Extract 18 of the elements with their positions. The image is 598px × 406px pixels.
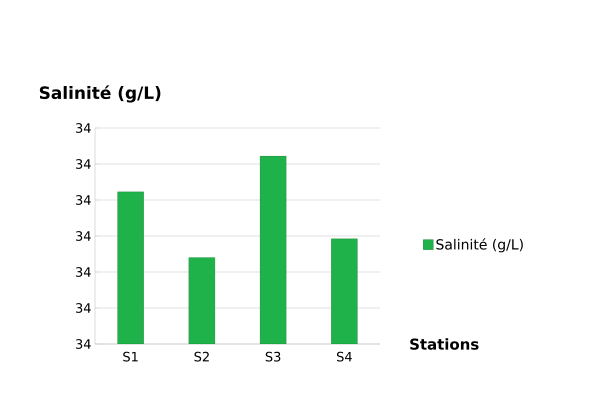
text: 34 <box>76 159 91 169</box>
text: 34 <box>76 267 91 277</box>
bar <box>260 156 286 344</box>
x-tick-label: S1 <box>123 352 138 362</box>
bar <box>117 192 144 344</box>
x-tick-label: S4 <box>337 352 352 362</box>
text: 34 <box>76 195 91 205</box>
x-tick-label: S3 <box>266 352 280 362</box>
text: 34 <box>76 123 91 133</box>
chart-title: Salinité (g/L) <box>40 85 160 103</box>
text: 34 <box>76 339 91 349</box>
x-axis-title: Stations <box>410 338 479 350</box>
text: 34 <box>76 231 91 241</box>
bar <box>331 238 358 344</box>
text: 34 <box>76 303 91 313</box>
x-tick-label: S2 <box>194 352 209 362</box>
bar <box>188 257 216 344</box>
legend-label: Salinité (g/L) <box>436 238 523 252</box>
